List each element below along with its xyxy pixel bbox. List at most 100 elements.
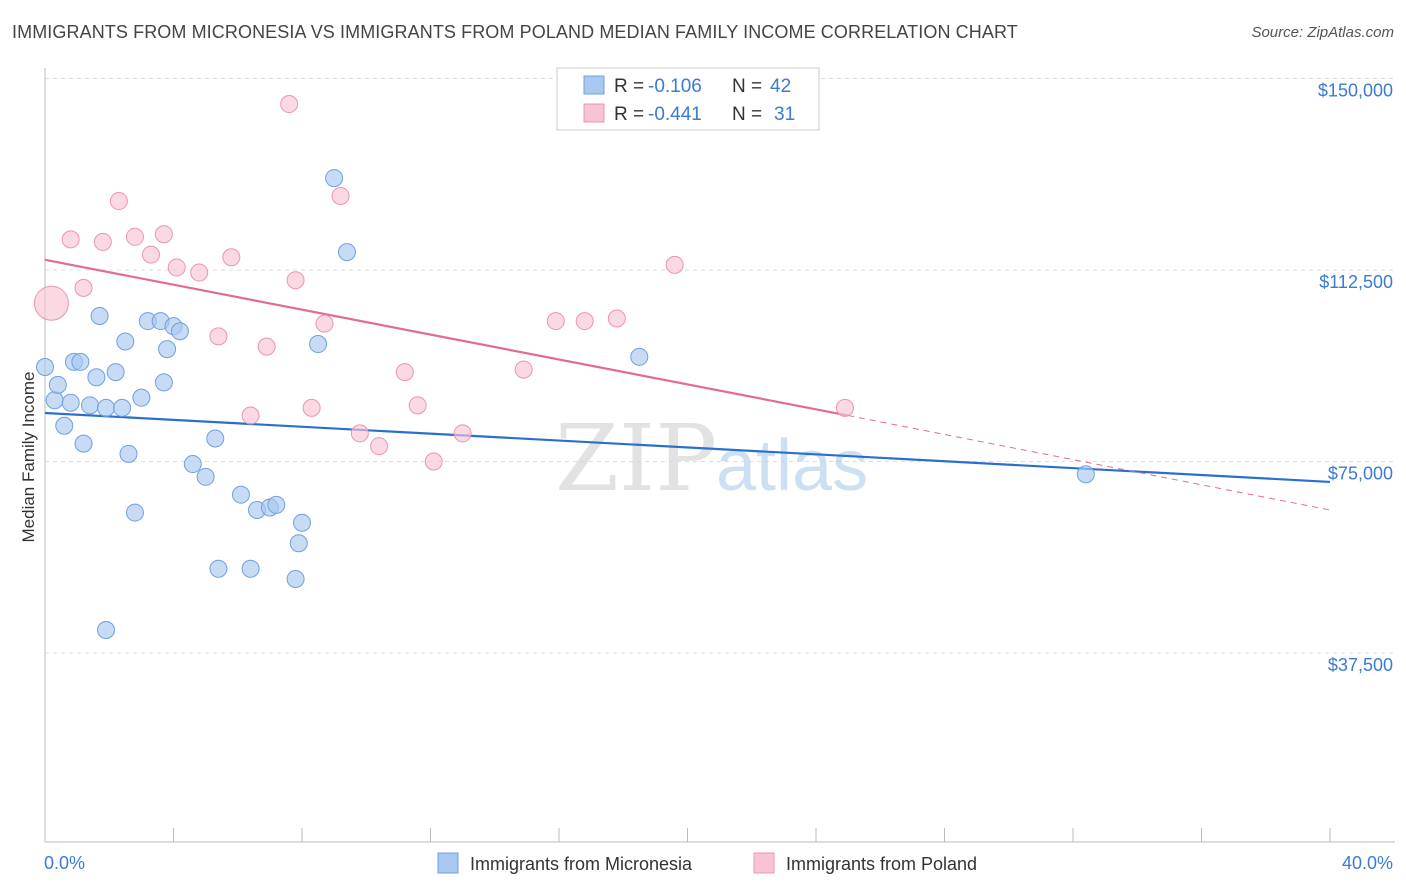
- legend-swatch-micronesia: [583, 75, 605, 95]
- data-point-1-6: [142, 245, 161, 264]
- data-point-0-40: [630, 347, 649, 366]
- data-point-0-13: [106, 363, 125, 382]
- data-point-0-17: [125, 503, 144, 522]
- data-point-0-9: [87, 368, 106, 387]
- x-tick-label-max: 40.0%: [1342, 853, 1393, 873]
- data-point-1-2: [74, 278, 93, 297]
- data-point-0-18: [132, 388, 151, 407]
- data-point-1-17: [315, 314, 334, 333]
- data-point-1-7: [154, 225, 173, 244]
- data-point-0-35: [289, 534, 308, 553]
- data-point-1-18: [331, 186, 350, 205]
- data-point-0-33: [267, 495, 286, 514]
- data-point-0-3: [55, 416, 74, 435]
- data-point-1-24: [453, 424, 472, 443]
- data-point-1-1: [61, 230, 80, 249]
- data-point-1-23: [424, 452, 443, 471]
- data-point-0-7: [74, 434, 93, 453]
- watermark-zip: ZIP: [555, 405, 717, 512]
- y-tick-label-2: $112,500: [1319, 272, 1393, 292]
- data-point-1-25: [514, 360, 533, 379]
- axes: [44, 68, 1395, 843]
- data-point-1-9: [190, 263, 209, 282]
- legend-r-value-1: -0.106: [648, 76, 702, 97]
- data-point-0-24: [170, 322, 189, 341]
- data-point-0-34: [286, 569, 305, 588]
- data-point-0-21: [154, 373, 173, 392]
- chart-source: Source: ZipAtlas.com: [1251, 24, 1394, 41]
- legend-n-label-1: N =: [732, 76, 767, 97]
- data-point-0-26: [196, 467, 215, 486]
- data-point-1-10: [209, 327, 228, 346]
- data-point-1-21: [395, 363, 414, 382]
- y-tick-label-1: $75,000: [1328, 464, 1393, 484]
- trend-lines: [44, 258, 1331, 511]
- y-tick-label-3: $150,000: [1318, 81, 1393, 101]
- legend-r-label-1: R =: [614, 76, 649, 97]
- data-point-0-41: [1076, 465, 1095, 484]
- data-points: [33, 95, 1095, 640]
- data-point-1-19: [350, 424, 369, 443]
- data-point-0-8: [80, 396, 99, 415]
- data-point-0-30: [241, 559, 260, 578]
- watermark-atlas: atlas: [716, 426, 868, 506]
- data-point-0-14: [113, 398, 132, 417]
- trend-line-extension-1: [848, 415, 1331, 511]
- bottom-legend-swatch-poland: [753, 852, 775, 874]
- data-point-0-38: [325, 169, 344, 188]
- data-point-0-16: [119, 444, 138, 463]
- legend-top: R = -0.106 N = 42 R = -0.441 N = 31: [556, 67, 820, 131]
- data-point-1-4: [109, 192, 128, 211]
- data-point-1-29: [665, 255, 684, 274]
- data-point-0-29: [231, 485, 250, 504]
- data-point-1-13: [257, 337, 276, 356]
- bottom-legend-label-micronesia: Immigrants from Micronesia: [470, 854, 693, 874]
- legend-n-value-1: 42: [770, 76, 791, 97]
- data-point-0-6: [71, 352, 90, 371]
- data-point-1-26: [546, 312, 565, 331]
- data-point-1-28: [607, 309, 626, 328]
- watermark: ZIP atlas: [555, 405, 868, 512]
- legend-n-label-2: N =: [732, 104, 767, 125]
- legend-swatch-poland: [583, 103, 605, 123]
- data-point-1-0: [33, 285, 69, 321]
- data-point-1-14: [280, 95, 299, 114]
- data-point-1-16: [302, 398, 321, 417]
- data-point-1-5: [125, 227, 144, 246]
- data-point-0-12: [97, 398, 116, 417]
- data-point-0-1: [45, 391, 64, 410]
- y-tick-label-0: $37,500: [1328, 655, 1393, 675]
- data-point-0-0: [36, 358, 54, 377]
- data-point-1-12: [241, 406, 260, 425]
- data-point-0-10: [90, 306, 109, 325]
- data-point-1-27: [575, 312, 594, 331]
- data-point-0-39: [337, 243, 356, 262]
- bottom-legend-label-poland: Immigrants from Poland: [786, 854, 977, 874]
- data-point-0-11: [97, 621, 116, 640]
- chart-title: IMMIGRANTS FROM MICRONESIA VS IMMIGRANTS…: [12, 22, 1018, 42]
- data-point-0-28: [209, 559, 228, 578]
- trend-line-1: [44, 258, 849, 417]
- y-axis-title: Median Family Income: [19, 371, 38, 542]
- bottom-legend-swatch-micronesia: [437, 852, 459, 874]
- data-point-1-22: [408, 396, 427, 415]
- data-point-1-11: [222, 248, 241, 267]
- legend-r-value-2: -0.441: [648, 104, 702, 125]
- x-tick-label-min: 0.0%: [44, 853, 85, 873]
- y-tick-labels: $37,500 $75,000 $112,500 $150,000: [1318, 81, 1393, 676]
- legend-bottom: Immigrants from Micronesia Immigrants fr…: [437, 852, 977, 874]
- data-point-1-20: [370, 437, 389, 456]
- data-point-1-30: [835, 398, 854, 417]
- data-point-0-2: [48, 375, 67, 394]
- data-point-0-22: [158, 340, 177, 359]
- data-point-1-8: [167, 258, 186, 277]
- data-point-0-25: [183, 455, 202, 474]
- data-point-1-3: [93, 232, 112, 251]
- data-point-0-36: [293, 513, 311, 532]
- data-point-0-27: [206, 429, 225, 448]
- legend-n-value-2: 31: [774, 104, 795, 125]
- data-point-0-37: [309, 335, 328, 354]
- data-point-0-4: [61, 393, 80, 412]
- legend-r-label-2: R =: [614, 104, 649, 125]
